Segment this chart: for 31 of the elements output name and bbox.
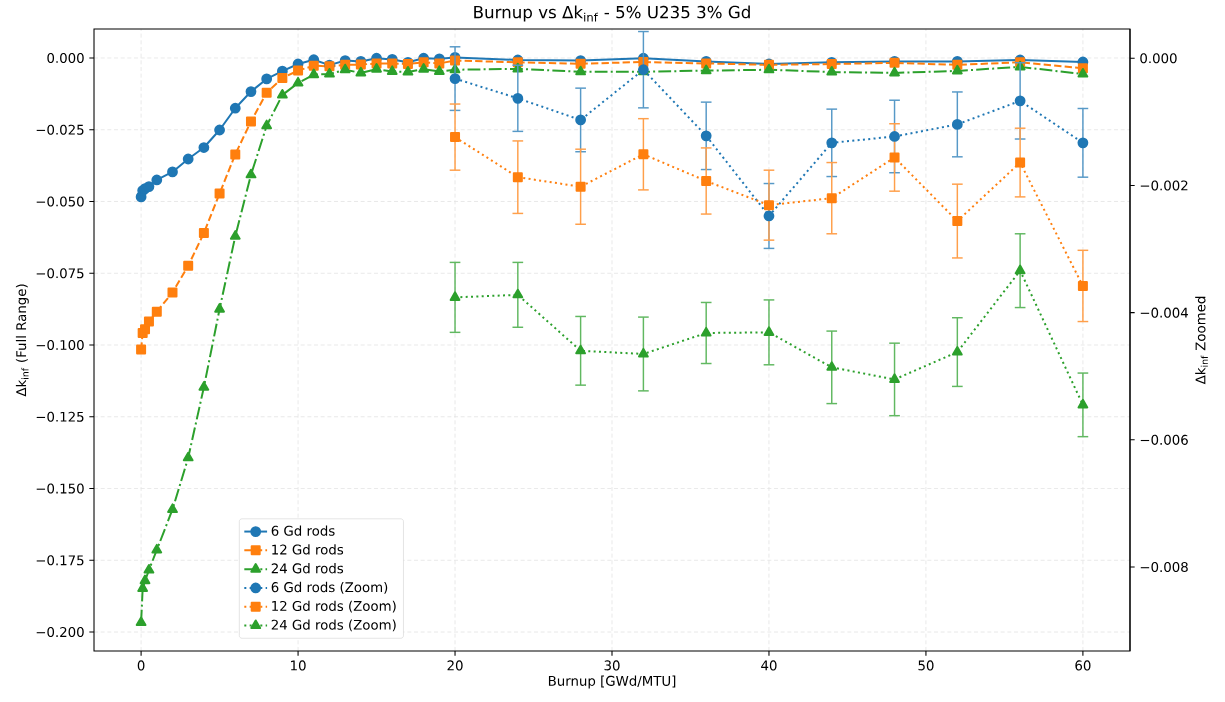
legend-label: 24 Gd rods — [271, 563, 344, 574]
x-tick-label: 10 — [291, 660, 306, 671]
legend-label: 6 Gd rods (Zoom) — [271, 581, 388, 594]
chart-title: Burnup vs Δk$_{inf}$ - 5% U235 3% Gd — [474, 5, 750, 22]
x-tick-label: 20 — [447, 660, 463, 671]
y2-tick-label: −0.002 — [1140, 180, 1188, 191]
y-tick-label: 0.000 — [47, 52, 84, 64]
x-tick-label: 50 — [918, 660, 934, 671]
y-axis-title: Δk$_{inf}$ (Full Range) — [15, 284, 29, 397]
y-tick-label: −0.050 — [36, 196, 84, 207]
y2-axis-title: Δk$_{inf}$ Zoomed — [1195, 296, 1208, 385]
y-tick-label: −0.075 — [36, 268, 84, 279]
y2-tick-label: 0.000 — [1140, 53, 1177, 64]
x-tick-label: 0 — [137, 660, 145, 671]
legend-label: 12 Gd rods — [272, 544, 344, 555]
y-tick-label: −0.100 — [36, 339, 84, 351]
x-tick-label: 40 — [761, 660, 777, 671]
legend-label: 24 Gd rods (Zoom) — [271, 619, 396, 632]
legend-label: 6 Gd rods — [271, 525, 335, 536]
y-tick-label: −0.175 — [36, 555, 84, 566]
legend-label: 12 Gd rods (Zoom) — [272, 600, 396, 613]
x-axis-title: Burnup [GWd/MTU] — [548, 675, 676, 689]
x-tick-label: 60 — [1075, 660, 1091, 671]
y2-tick-label: −0.008 — [1140, 561, 1188, 573]
y-tick-label: −0.125 — [36, 411, 84, 422]
x-tick-label: 30 — [604, 660, 620, 671]
y2-tick-label: −0.006 — [1140, 434, 1188, 445]
y-tick-label: −0.025 — [36, 124, 84, 135]
y-tick-label: −0.200 — [36, 626, 84, 638]
y2-tick-label: −0.004 — [1140, 307, 1188, 318]
y-tick-label: −0.150 — [36, 483, 84, 494]
